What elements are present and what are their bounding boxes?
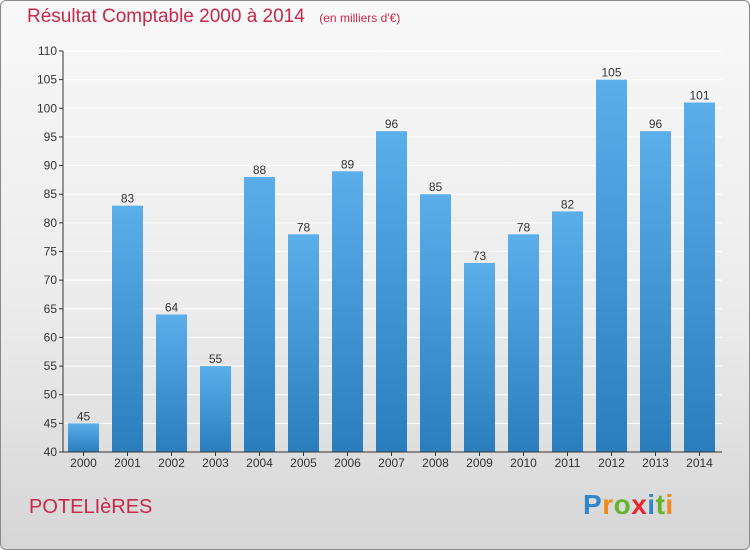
bar-value-label: 78 [517,220,531,234]
x-tick-label: 2002 [158,456,185,470]
logo-letter: t [655,489,666,520]
bar-value-label: 96 [649,117,663,131]
y-tick-label: 50 [44,388,58,402]
bar-2007 [376,131,407,452]
bar-2014 [684,102,715,453]
proxiti-logo: Proxiti [583,489,674,521]
bar-value-label: 96 [385,117,399,131]
chart-title: Résultat Comptable 2000 à 2014 [27,6,305,27]
x-tick-label: 2012 [598,456,625,470]
y-tick-label: 100 [37,101,57,115]
axis-layer: 40 45 50 55 60 65 70 75 80 85 90 95 100 105 110 2000 200… [37,44,722,470]
bar-value-label: 105 [601,66,621,80]
x-tick-label: 2014 [686,456,713,470]
bar-2004 [244,177,275,452]
logo-letter: o [613,489,632,520]
bar-value-label: 83 [121,192,135,206]
x-tick-label: 2001 [114,456,141,470]
logo-letter: i [665,489,674,520]
y-tick-label: 55 [44,359,58,373]
bar-2011 [552,211,583,452]
commune-name: POTELIèRES [29,496,153,518]
bars-layer [68,79,715,453]
x-tick-label: 2004 [246,456,273,470]
bar-2009 [464,262,495,452]
y-tick-label: 80 [44,216,58,230]
bar-value-label: 101 [689,89,709,103]
title-row: Résultat Comptable 2000 à 2014 (en milli… [27,6,400,28]
y-tick-label: 90 [44,159,58,173]
bar-2006 [332,171,363,453]
x-tick-label: 2007 [378,456,405,470]
y-tick-label: 60 [44,330,58,344]
x-tick-label: 2009 [466,456,493,470]
x-tick-label: 2010 [510,456,537,470]
x-tick-label: 2008 [422,456,449,470]
bar-value-label: 89 [341,157,355,171]
bar-value-label: 64 [165,301,179,315]
bar-2008 [420,194,451,452]
chart-subtitle: (en milliers d'€) [319,11,401,25]
bar-2000 [68,423,99,452]
y-tick-label: 75 [44,245,58,259]
labels-layer: 45 83 64 55 88 78 89 96 85 73 78 82 105 96 101 [77,66,710,424]
y-tick-label: 85 [44,187,58,201]
bar-2010 [508,234,539,452]
bar-2012 [596,79,627,453]
logo-letter: P [583,489,603,520]
bar-value-label: 45 [77,409,91,423]
bar-value-label: 85 [429,180,443,194]
bar-2005 [288,234,319,452]
bar-2003 [200,366,231,452]
x-tick-label: 2005 [290,456,317,470]
x-tick-label: 2013 [642,456,669,470]
bar-2001 [112,205,143,452]
x-tick-label: 2006 [334,456,361,470]
y-tick-label: 65 [44,302,58,316]
y-tick-label: 105 [37,73,57,87]
bar-value-label: 88 [253,163,267,177]
x-tick-label: 2011 [555,456,581,470]
y-tick-label: 95 [44,130,58,144]
x-tick-label: 2003 [202,456,229,470]
bar-value-label: 55 [209,352,223,366]
bar-value-label: 78 [297,220,311,234]
y-tick-label: 70 [44,273,58,287]
logo-letter: r [602,489,614,520]
y-tick-label: 110 [38,44,57,58]
logo-letter: x [631,489,648,520]
bar-value-label: 73 [473,249,487,263]
y-tick-label: 45 [44,416,58,430]
bar-2013 [640,131,671,452]
bar-value-label: 82 [561,197,575,211]
y-tick-label: 40 [44,445,58,459]
bar-2002 [156,314,187,452]
logo-letter: i [647,489,656,520]
x-tick-label: 2000 [70,456,97,470]
